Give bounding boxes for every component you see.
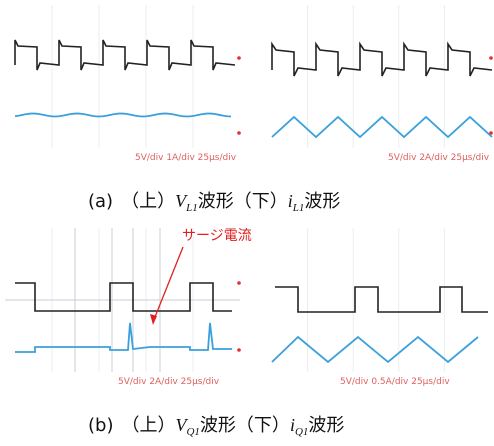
caption-part: 波形（下） (200, 415, 290, 436)
marker (237, 281, 241, 285)
marker (237, 348, 241, 352)
scale-label: 5V/div 0.5A/div 25μs/div (340, 377, 450, 387)
waveforms (5, 5, 493, 372)
caption-part: Q1 (295, 426, 308, 438)
marker (237, 56, 241, 60)
waveform (15, 114, 231, 117)
caption-part: Q1 (186, 426, 199, 438)
caption-part: 波形 (308, 415, 344, 436)
waveform (15, 283, 232, 311)
marker (489, 131, 493, 135)
caption: (b)（上）VQ1波形（下）iQ1波形 (88, 415, 344, 438)
marker (237, 131, 241, 135)
marker (489, 56, 493, 60)
scale-label: 5V/div 2A/div 25μs/div (388, 153, 490, 163)
waveform (15, 40, 235, 70)
scale-label: 5V/div 1A/div 25μs/div (135, 153, 237, 163)
caption-part: (b) (88, 415, 113, 436)
caption-part: L1 (292, 202, 305, 214)
caption-part: 波形 (304, 191, 340, 212)
waveform (15, 323, 232, 352)
caption: (a)（上）VL1波形（下）iL1波形 (88, 191, 340, 214)
waveform (275, 287, 488, 312)
waveform (272, 337, 478, 362)
scale-label: 5V/div 2A/div 25μs/div (118, 377, 220, 387)
caption-part: （上） (121, 415, 175, 436)
waveform (272, 44, 492, 76)
waveform (272, 117, 492, 137)
caption-part: 波形（下） (198, 191, 288, 212)
caption-part: (a) (88, 191, 113, 212)
caption-part: （上） (121, 191, 175, 212)
annotation: サージ電流 (182, 228, 252, 244)
caption-part: L1 (185, 202, 198, 214)
figure: 5V/div 1A/div 25μs/div 5V/div 2A/div 25μ… (0, 0, 494, 446)
